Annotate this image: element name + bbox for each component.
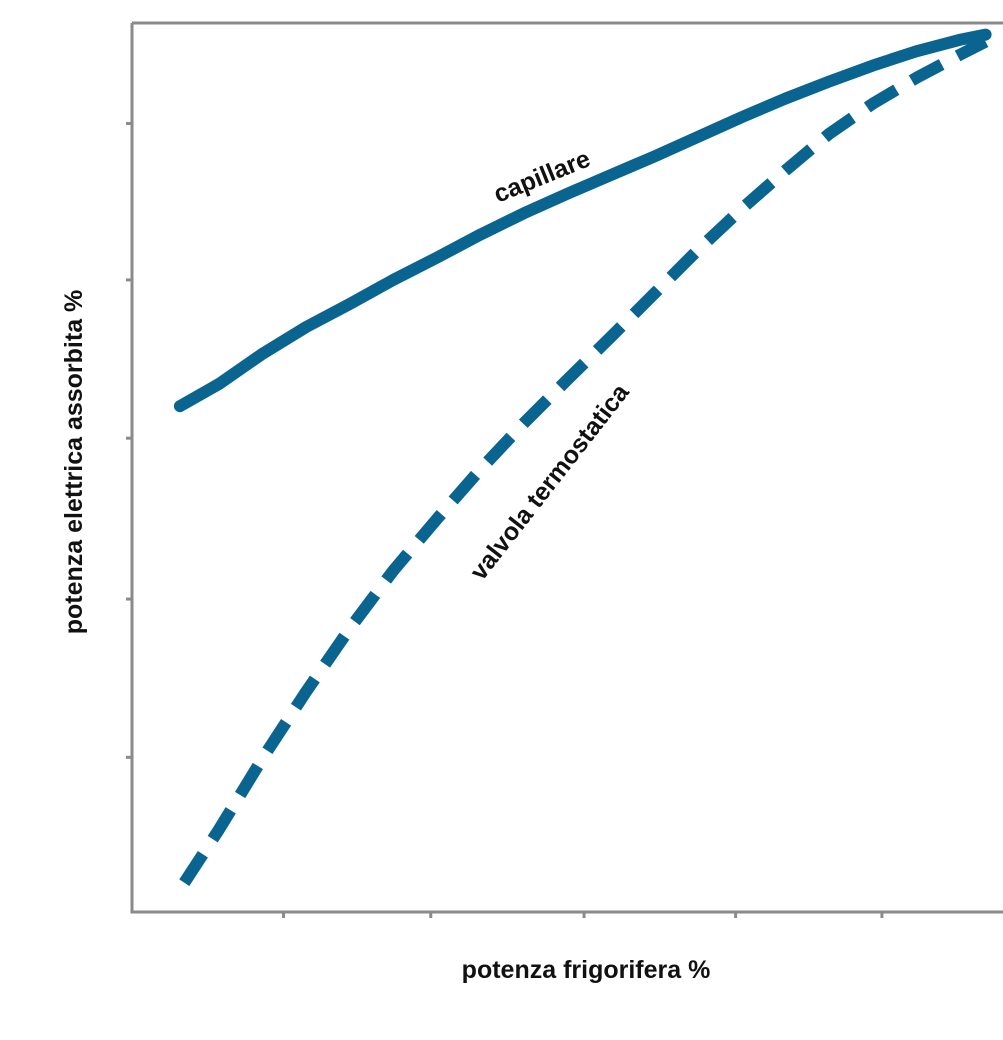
series-label-valvola-termostatica: valvola termostatica	[465, 378, 636, 586]
x-axis-label: potenza frigorifera %	[462, 956, 711, 984]
series-line-capillare	[173, 28, 992, 413]
series-line-valvola-termostatica	[179, 36, 989, 886]
y-axis-label: potenza elettrica assorbita %	[60, 290, 88, 635]
chart-curves	[173, 28, 992, 886]
chart-axes	[126, 21, 1003, 918]
